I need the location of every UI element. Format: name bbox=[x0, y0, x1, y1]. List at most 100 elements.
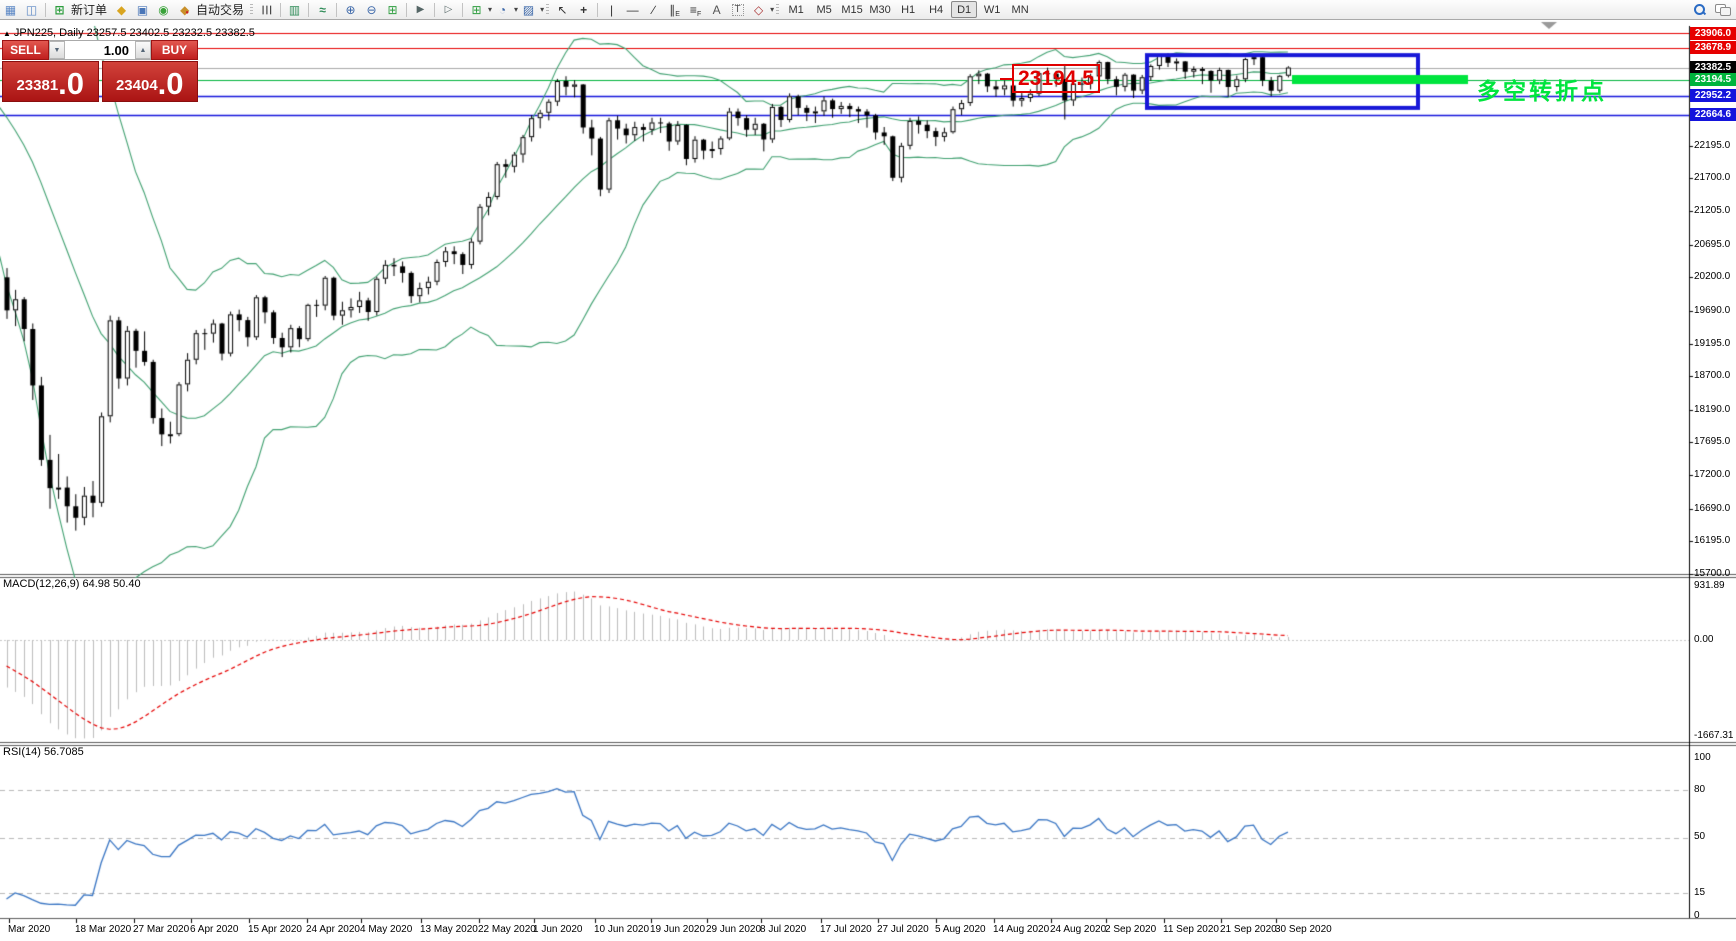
chat-icon[interactable] bbox=[1715, 4, 1731, 16]
date-axis-label: 24 Apr 2020 bbox=[306, 924, 360, 935]
profiles-icon[interactable] bbox=[22, 1, 41, 19]
vertical-line-icon[interactable] bbox=[602, 1, 621, 19]
auto-trading-label[interactable]: 自动交易 bbox=[196, 3, 245, 17]
macd-axis-zero: 0.00 bbox=[1694, 634, 1714, 645]
price-axis-tick: 18190.0 bbox=[1694, 403, 1731, 415]
templates-icon[interactable] bbox=[519, 1, 538, 19]
buy-button[interactable]: BUY bbox=[151, 40, 198, 60]
date-axis-label: 10 Jun 2020 bbox=[594, 924, 650, 935]
chevron-down-icon[interactable]: ▾ bbox=[770, 5, 775, 14]
periods-icon[interactable] bbox=[493, 1, 512, 19]
toolbar-grip bbox=[776, 3, 780, 16]
buy-price-pips: .0 bbox=[157, 66, 184, 101]
date-axis-label: 27 Jul 2020 bbox=[877, 924, 929, 935]
price-axis-tick: 16195.0 bbox=[1694, 535, 1731, 547]
toolbar-separator bbox=[45, 2, 46, 17]
sell-quote[interactable]: 23381.0 bbox=[2, 61, 99, 102]
bar-chart-icon[interactable] bbox=[257, 1, 276, 19]
timeframe-button-MN[interactable]: MN bbox=[1011, 3, 1029, 16]
navigator-icon[interactable] bbox=[133, 1, 152, 19]
toolbar-separator bbox=[597, 2, 599, 17]
line-chart-icon[interactable] bbox=[313, 1, 332, 19]
price-axis-tick: 19195.0 bbox=[1694, 337, 1731, 349]
rsi-axis-15: 15 bbox=[1694, 887, 1706, 898]
main-toolbar: 新订单 自动交易 ▾ ▾ ▾ ▾ M1 M5 bbox=[0, 0, 1736, 20]
chevron-down-icon[interactable]: ▾ bbox=[488, 5, 493, 14]
chevron-down-icon[interactable]: ▾ bbox=[540, 5, 545, 14]
tile-windows-icon[interactable] bbox=[383, 1, 402, 19]
timeframe-button-M30[interactable]: M30 bbox=[869, 3, 891, 16]
macd-axis-min: -1667.31 bbox=[1694, 730, 1734, 741]
new-chart-icon[interactable] bbox=[1, 1, 20, 19]
timeframe-button-D1[interactable]: D1 bbox=[951, 1, 978, 18]
symbol-triangle-icon: ▲ bbox=[3, 29, 11, 38]
auto-trading-icon[interactable] bbox=[175, 1, 194, 19]
date-axis-label: 24 Aug 2020 bbox=[1050, 924, 1107, 935]
new-order-icon[interactable] bbox=[50, 1, 69, 19]
price-axis-tick: 15700.0 bbox=[1694, 568, 1731, 579]
date-axis-label: 5 Aug 2020 bbox=[935, 924, 986, 935]
new-order-label[interactable]: 新订单 bbox=[71, 3, 108, 17]
date-axis-label: 8 Jul 2020 bbox=[760, 924, 807, 935]
date-axis-label: 14 Aug 2020 bbox=[993, 924, 1050, 935]
volume-box: ▼ 1.00 ▲ bbox=[49, 40, 151, 60]
date-axis-label: 1 Jun 2020 bbox=[533, 924, 583, 935]
date-axis-label: 21 Sep 2020 bbox=[1220, 924, 1277, 935]
sell-price-pips: .0 bbox=[58, 66, 85, 101]
timeframe-button-M5[interactable]: M5 bbox=[816, 3, 832, 16]
auto-scroll-icon[interactable] bbox=[411, 1, 430, 19]
sell-button[interactable]: SELL bbox=[2, 40, 49, 60]
chart-shift-icon[interactable] bbox=[439, 1, 458, 19]
trendline-icon[interactable] bbox=[644, 1, 663, 19]
indicators-icon[interactable] bbox=[467, 1, 486, 19]
rsi-axis-100: 100 bbox=[1694, 752, 1711, 763]
equidistant-channel-icon[interactable] bbox=[665, 1, 684, 19]
buy-quote[interactable]: 23404.0 bbox=[101, 61, 198, 102]
market-watch-icon[interactable] bbox=[112, 1, 131, 19]
timeframe-button-M1[interactable]: M1 bbox=[788, 3, 804, 16]
buy-price: 23404 bbox=[115, 77, 158, 94]
price-axis-tick: 20200.0 bbox=[1694, 271, 1731, 283]
rsi-axis-0: 0 bbox=[1694, 910, 1700, 921]
timeframe-button-H1[interactable]: H1 bbox=[901, 3, 916, 16]
date-axis-label: 4 May 2020 bbox=[360, 924, 413, 935]
toolbar-separator bbox=[280, 2, 282, 17]
text-label-icon[interactable] bbox=[728, 1, 747, 19]
horizontal-line-icon[interactable] bbox=[623, 1, 642, 19]
zoom-in-icon[interactable] bbox=[341, 1, 360, 19]
cursor-icon[interactable] bbox=[553, 1, 572, 19]
arrows-shapes-icon[interactable] bbox=[749, 1, 768, 19]
candlestick-chart-icon[interactable] bbox=[285, 1, 304, 19]
date-axis-label: 27 Mar 2020 bbox=[133, 924, 190, 935]
fibonacci-icon[interactable] bbox=[686, 1, 705, 19]
price-tag: 23382.5 bbox=[1690, 61, 1736, 74]
price-flag-annotation[interactable]: 23194.5 bbox=[1000, 64, 1100, 93]
timeframe-button-H4[interactable]: H4 bbox=[929, 3, 944, 16]
text-icon[interactable] bbox=[707, 1, 726, 19]
volume-increase-button[interactable]: ▲ bbox=[135, 41, 151, 59]
timeframe-button-M15[interactable]: M15 bbox=[841, 3, 863, 16]
volume-value[interactable]: 1.00 bbox=[103, 42, 129, 58]
macd-axis-max: 931.89 bbox=[1694, 580, 1725, 591]
date-axis-label: Mar 2020 bbox=[8, 924, 51, 935]
toolbar-separator bbox=[336, 2, 338, 17]
volume-decrease-button[interactable]: ▼ bbox=[49, 41, 65, 59]
timeframe-button-W1[interactable]: W1 bbox=[983, 3, 1001, 16]
date-axis-label: 22 May 2020 bbox=[478, 924, 536, 935]
chevron-down-icon[interactable]: ▾ bbox=[514, 5, 519, 14]
zoom-out-icon[interactable] bbox=[362, 1, 381, 19]
signals-icon[interactable] bbox=[154, 1, 173, 19]
price-axis-tick: 17200.0 bbox=[1694, 469, 1731, 481]
date-axis-label: 19 Jun 2020 bbox=[650, 924, 706, 935]
date-axis-label: 29 Jun 2020 bbox=[706, 924, 762, 935]
date-axis-label: 6 Apr 2020 bbox=[190, 924, 239, 935]
price-axis-tick: 19690.0 bbox=[1694, 304, 1731, 316]
crosshair-icon[interactable] bbox=[574, 1, 593, 19]
date-axis-label: 11 Sep 2020 bbox=[1163, 924, 1219, 935]
one-click-trading-panel: SELL ▼ 1.00 ▲ BUY 23381.0 23404.0 bbox=[2, 40, 198, 102]
turning-point-text[interactable]: 多空转折点 bbox=[1477, 78, 1607, 104]
search-icon[interactable] bbox=[1694, 4, 1705, 15]
rsi-axis-50: 50 bbox=[1694, 831, 1706, 842]
toolbar-separator bbox=[434, 2, 436, 17]
